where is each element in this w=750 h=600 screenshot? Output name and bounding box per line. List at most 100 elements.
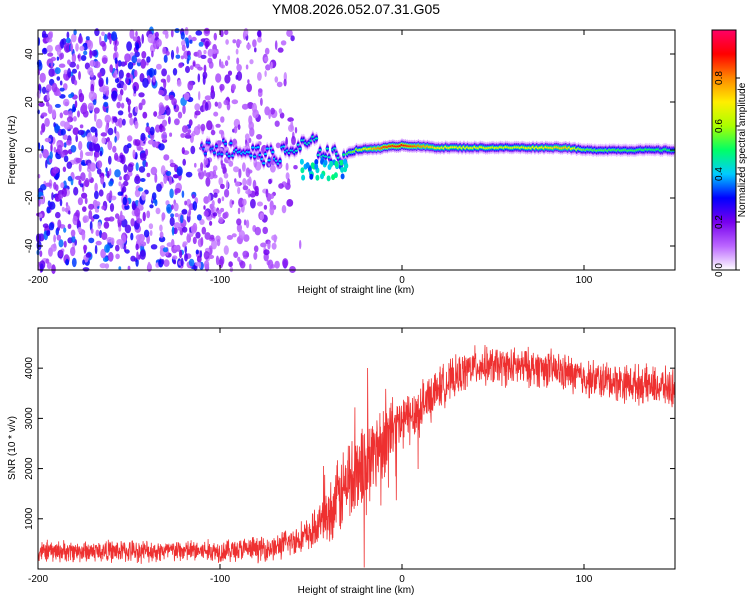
ridge-blob	[326, 175, 331, 182]
noise-speckle	[57, 219, 62, 229]
noise-speckle	[212, 212, 218, 217]
noise-speckle	[249, 127, 255, 137]
noise-speckle	[161, 212, 166, 221]
noise-speckle	[45, 182, 52, 187]
noise-speckle	[73, 29, 77, 36]
noise-speckle	[281, 205, 287, 214]
noise-speckle	[153, 68, 157, 76]
noise-speckle	[162, 247, 169, 253]
noise-speckle	[60, 52, 64, 60]
ridge-blob	[340, 166, 345, 173]
ridge-segment	[298, 147, 302, 150]
noise-speckle	[209, 220, 213, 226]
noise-speckle	[259, 212, 265, 221]
noise-speckle	[41, 86, 47, 95]
noise-speckle	[174, 28, 180, 34]
noise-speckle	[71, 235, 76, 243]
noise-speckle	[48, 68, 55, 77]
noise-speckle	[47, 52, 54, 57]
noise-speckle	[50, 244, 57, 252]
noise-speckle	[218, 217, 224, 224]
noise-speckle	[294, 126, 298, 134]
noise-speckle	[233, 126, 238, 134]
noise-speckle	[149, 204, 154, 209]
noise-speckle	[180, 55, 184, 60]
noise-speckle	[203, 205, 206, 210]
noise-speckle	[267, 240, 271, 250]
noise-speckle	[197, 66, 203, 71]
noise-speckle	[143, 229, 150, 238]
noise-speckle	[268, 178, 272, 185]
noise-speckle	[125, 97, 129, 103]
noise-speckle	[114, 57, 118, 64]
noise-speckle	[46, 91, 50, 101]
noise-speckle	[174, 118, 180, 126]
noise-speckle	[94, 182, 98, 192]
noise-speckle	[78, 140, 83, 151]
noise-speckle	[118, 117, 123, 128]
noise-speckle	[283, 78, 287, 87]
noise-speckle	[132, 36, 138, 42]
ridge-segment	[271, 151, 275, 154]
noise-speckle	[278, 183, 284, 189]
snr-series-line	[37, 344, 676, 568]
noise-speckle	[130, 232, 134, 241]
noise-speckle	[39, 153, 42, 159]
noise-speckle	[109, 190, 113, 199]
noise-speckle	[243, 27, 249, 37]
noise-speckle	[274, 260, 280, 269]
noise-speckle	[299, 239, 302, 250]
noise-speckle	[73, 79, 78, 86]
noise-speckle	[148, 223, 154, 230]
noise-speckle	[84, 197, 88, 205]
noise-speckle	[254, 47, 257, 53]
noise-speckle	[51, 109, 57, 119]
spectrogram-x-tick-label: 100	[576, 275, 593, 286]
noise-speckle	[83, 179, 90, 187]
noise-speckle	[63, 155, 69, 163]
noise-speckle	[149, 126, 155, 136]
noise-speckle	[118, 69, 124, 79]
snr-y-ticks: 1000 2000 3000 4000	[24, 357, 675, 530]
noise-speckle	[233, 166, 240, 173]
noise-speckle	[54, 125, 61, 131]
snr-x-tick-label: -100	[210, 574, 230, 585]
noise-speckle	[94, 190, 99, 200]
ridge-segment	[220, 153, 224, 156]
noise-speckle	[82, 206, 87, 213]
noise-speckle	[160, 165, 166, 176]
noise-speckle	[237, 207, 241, 215]
noise-speckle	[234, 181, 240, 187]
noise-speckle	[136, 218, 143, 224]
noise-speckle	[216, 48, 219, 55]
noise-speckle	[95, 229, 100, 237]
noise-speckle	[53, 234, 56, 243]
noise-speckle	[81, 192, 88, 199]
noise-speckle	[270, 164, 276, 173]
noise-speckle	[221, 61, 224, 69]
noise-speckle	[268, 193, 275, 199]
noise-speckle	[63, 69, 68, 75]
noise-speckle	[88, 203, 95, 210]
noise-speckle	[209, 234, 215, 240]
noise-speckle	[156, 38, 162, 47]
noise-speckle	[176, 79, 182, 87]
noise-speckle	[100, 132, 108, 137]
noise-speckle	[257, 71, 262, 81]
ridge-blob	[301, 174, 306, 181]
noise-speckle	[118, 226, 122, 232]
noise-speckle	[260, 242, 267, 248]
noise-speckle	[195, 249, 199, 255]
noise-speckle	[85, 252, 92, 258]
noise-speckle	[204, 232, 211, 240]
noise-speckle	[89, 150, 94, 157]
noise-speckle	[211, 200, 215, 207]
noise-speckle	[72, 68, 77, 74]
noise-speckle	[221, 163, 226, 170]
noise-speckle	[62, 98, 70, 107]
noise-speckle	[256, 30, 262, 37]
noise-speckle	[114, 77, 120, 84]
noise-speckle	[78, 162, 82, 172]
noise-speckle	[286, 199, 294, 207]
noise-speckle	[134, 175, 141, 185]
